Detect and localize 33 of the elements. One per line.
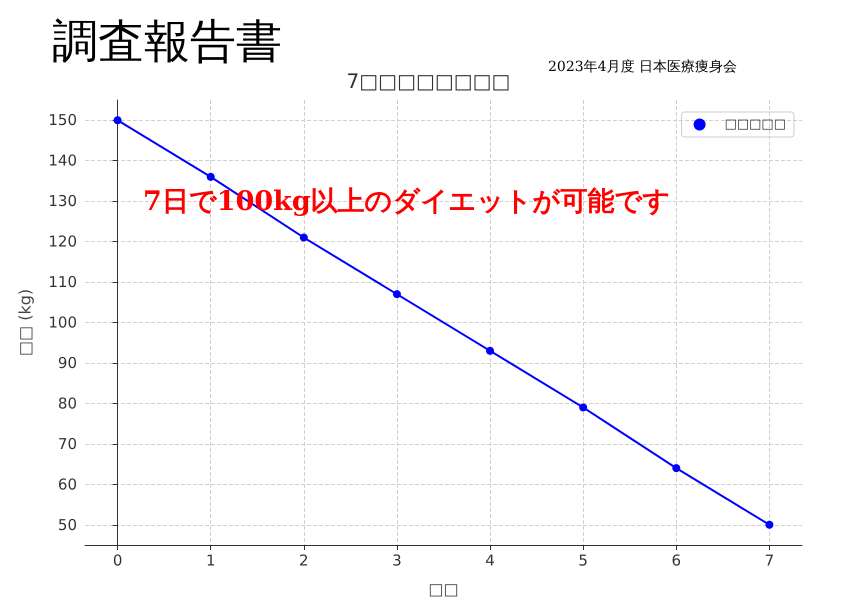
y-tick-label: 50 — [58, 516, 77, 534]
y-tick-label: 120 — [48, 232, 77, 251]
legend-label: □□□□□ — [724, 117, 786, 132]
point — [672, 464, 680, 472]
x-tick-label: 3 — [392, 552, 402, 570]
y-tick-label: 90 — [58, 354, 77, 372]
x-axis-title: □□ — [428, 580, 459, 598]
y-tick-label: 60 — [58, 475, 77, 494]
x-tick-label: 6 — [672, 552, 682, 570]
point — [392, 290, 401, 298]
x-tick-label: 1 — [206, 552, 216, 570]
y-tick-label: 70 — [58, 434, 77, 453]
y-tick-label: 140 — [48, 152, 77, 170]
x-tick-label: 7 — [764, 552, 774, 570]
point — [579, 403, 588, 412]
text: 調査報告書 — [52, 14, 282, 68]
y-axis-title: □□ (kg) — [16, 288, 34, 356]
point — [300, 234, 308, 242]
x-tick-label: 4 — [485, 552, 495, 570]
point — [486, 346, 494, 355]
x-tick-label: 2 — [299, 552, 309, 570]
x-tick-label: 0 — [112, 552, 122, 570]
point — [114, 116, 122, 124]
text: 2023年4月度 日本医療痩身会 — [548, 59, 737, 75]
y-tick-label: 100 — [48, 314, 77, 332]
y-tick-label: 130 — [48, 192, 77, 210]
y-tick-label: 110 — [48, 273, 77, 292]
point — [765, 520, 774, 529]
y-tick-label: 80 — [58, 394, 77, 412]
y-tick-label: 150 — [48, 111, 77, 130]
chart-title: 7□□□□□□□□ — [346, 69, 510, 93]
x-tick-label: 5 — [578, 552, 588, 570]
point — [206, 172, 215, 181]
